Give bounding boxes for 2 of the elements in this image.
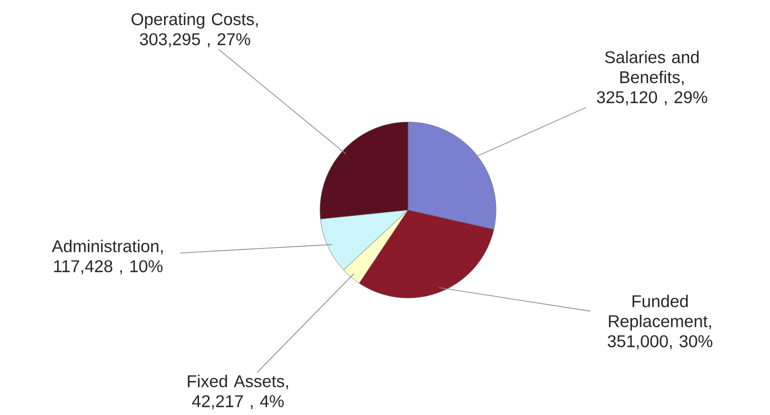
slice-label: Fixed Assets — [188, 374, 284, 388]
slice-label: Administration — [52, 240, 158, 252]
